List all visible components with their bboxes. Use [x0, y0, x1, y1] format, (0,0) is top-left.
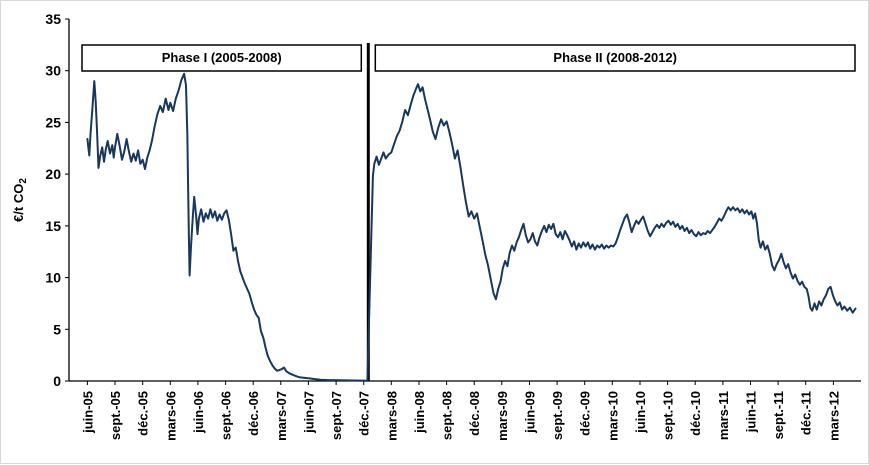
- x-tick-label: mars-12: [826, 391, 841, 441]
- x-tick-label: sept.-05: [108, 391, 123, 440]
- x-tick-label: déc.-10: [688, 391, 703, 436]
- x-tick-label: déc.-08: [467, 391, 482, 436]
- x-tick-label: juin-07: [301, 391, 316, 434]
- x-tick-label: juin-06: [191, 391, 206, 434]
- axes: [68, 19, 861, 382]
- x-tick-label: sept.-08: [440, 391, 455, 440]
- x-tick-label: mars-08: [384, 391, 399, 441]
- x-tick-label: juin-05: [80, 391, 95, 434]
- x-tick-label: sept.-09: [550, 391, 565, 440]
- y-tick-label: 10: [45, 270, 61, 286]
- x-tick-label: déc.-05: [136, 391, 151, 436]
- x-tick-label: juin-10: [633, 391, 648, 434]
- x-tick-label: mars-10: [605, 391, 620, 441]
- x-tick-label: déc.-09: [578, 391, 593, 436]
- y-tick-label: 5: [53, 321, 61, 337]
- x-tick-label: mars-06: [163, 391, 178, 441]
- phase2-annotation-label: Phase II (2008-2012): [553, 50, 677, 65]
- x-axis-ticks: juin-05 sept.-05 déc.-05 mars-06 juin-06 sept…: [80, 381, 841, 441]
- x-tick-label: mars-11: [716, 391, 731, 440]
- x-tick-label: sept.-10: [661, 391, 676, 440]
- x-tick-label: déc.-06: [246, 391, 261, 436]
- y-tick-label: 30: [45, 63, 61, 79]
- x-tick-label: sept.-06: [219, 391, 234, 440]
- phase2-annotation-box: [374, 44, 856, 72]
- phase1-annotation-box: [81, 44, 363, 72]
- x-tick-label: sept.-11: [771, 391, 786, 439]
- y-tick-label: 20: [45, 166, 61, 182]
- y-tick-label: 35: [45, 11, 61, 27]
- price-line-series: [86, 72, 857, 382]
- y-tick-label: 15: [45, 218, 61, 234]
- x-tick-label: mars-07: [274, 391, 289, 441]
- y-tick-label: 25: [45, 114, 61, 130]
- x-tick-label: déc.-11: [799, 391, 814, 435]
- phase1-annotation-label: Phase I (2005-2008): [162, 50, 282, 65]
- x-tick-label: juin-08: [412, 391, 427, 434]
- y-axis-ticks: 0 5 10 15 20 25 30 35: [45, 11, 69, 389]
- y-tick-label: 0: [53, 373, 61, 389]
- y-axis-label-main: €/t CO: [11, 184, 26, 222]
- x-tick-label: juin-09: [523, 391, 538, 434]
- y-axis-label-subscript: 2: [18, 178, 29, 184]
- x-tick-label: mars-09: [495, 391, 510, 441]
- x-tick-label: juin-11: [744, 391, 759, 433]
- y-axis-label: €/t CO2: [11, 178, 29, 222]
- x-tick-label: déc.-07: [357, 391, 372, 436]
- x-tick-label: sept.-07: [329, 391, 344, 440]
